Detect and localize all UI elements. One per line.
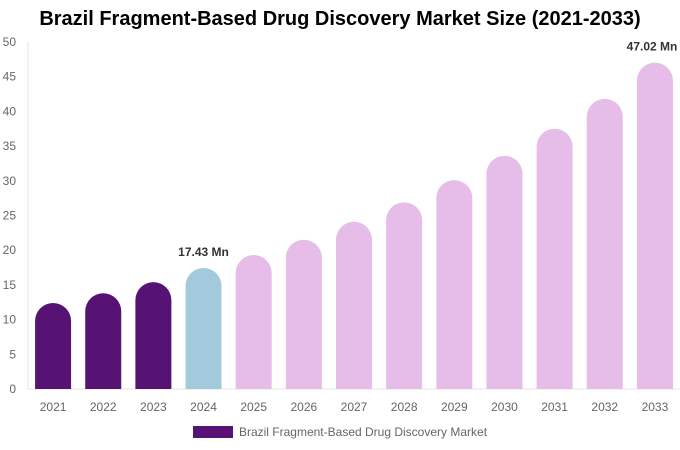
bar-2026: [285, 239, 322, 389]
x-tick-label: 2026: [290, 400, 317, 414]
y-tick-label: 25: [3, 209, 17, 223]
bar-2022: [85, 293, 122, 389]
bar-2024: [185, 268, 222, 389]
x-tick-label: 2024: [190, 400, 217, 414]
x-tick-label: 2029: [441, 400, 468, 414]
bar-2027: [336, 221, 372, 389]
y-tick-label: 0: [9, 382, 16, 396]
bar-2023: [135, 282, 172, 389]
bar-2030: [486, 155, 523, 389]
bar-2033: [636, 62, 673, 389]
bar-2031: [536, 128, 573, 389]
bar-2029: [436, 180, 473, 389]
y-tick-label: 35: [3, 139, 17, 153]
x-tick-label: 2023: [140, 400, 167, 414]
y-tick-label: 40: [3, 104, 17, 118]
x-tick-label: 2027: [341, 400, 368, 414]
y-tick-label: 45: [3, 70, 17, 84]
x-tick-label: 2022: [90, 400, 117, 414]
y-tick-label: 15: [3, 278, 17, 292]
y-tick-label: 20: [3, 243, 17, 257]
x-tick-label: 2028: [391, 400, 418, 414]
bar-2025: [235, 255, 272, 389]
y-tick-label: 10: [3, 313, 17, 327]
x-tick-label: 2030: [491, 400, 518, 414]
bar-2021: [35, 302, 72, 389]
y-tick-label: 30: [3, 174, 17, 188]
y-tick-label: 50: [3, 35, 17, 49]
legend-swatch: [192, 426, 233, 438]
y-tick-label: 5: [9, 347, 16, 361]
legend: Brazil Fragment-Based Drug Discovery Mar…: [0, 425, 680, 439]
data-label-2024: 17.43 Mn: [178, 245, 229, 259]
x-tick-label: 2021: [40, 400, 67, 414]
bar-2028: [386, 202, 423, 389]
data-label-2033: 47.02 Mn: [627, 40, 678, 54]
bar-2032: [586, 98, 623, 390]
legend-label: Brazil Fragment-Based Drug Discovery Mar…: [238, 425, 488, 439]
chart-title: Brazil Fragment-Based Drug Discovery Mar…: [39, 8, 641, 30]
x-tick-label: 2033: [642, 400, 669, 414]
x-tick-label: 2031: [541, 400, 568, 414]
x-tick-label: 2032: [591, 400, 618, 414]
x-tick-label: 2025: [240, 400, 267, 414]
